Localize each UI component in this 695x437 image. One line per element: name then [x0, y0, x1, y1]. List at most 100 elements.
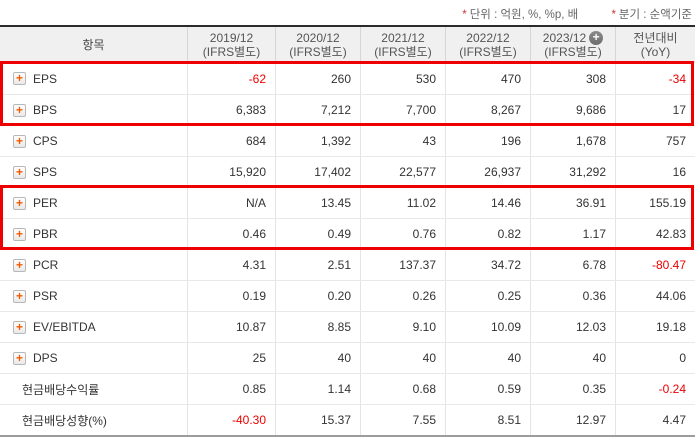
- table-row: + DPS 25 40 40 40 40 0: [0, 342, 695, 373]
- table-cell: 17: [615, 95, 695, 125]
- column-year: 전년대비: [633, 30, 678, 45]
- table-cell: 1,392: [275, 126, 360, 156]
- table-row: + PSR 0.19 0.20 0.26 0.25 0.36 44.06: [0, 280, 695, 311]
- table-cell: 0.26: [360, 281, 445, 311]
- row-label: 현금배당수익률: [22, 382, 100, 397]
- expand-plus-icon[interactable]: +: [13, 351, 26, 365]
- row-label-cell: + PSR: [0, 281, 187, 311]
- table-cell: 25: [187, 343, 275, 373]
- row-label-cell: + PBR: [0, 219, 187, 249]
- table-cell: 0.19: [187, 281, 275, 311]
- table-cell: 0.85: [187, 374, 275, 404]
- table-cell: 10.87: [187, 312, 275, 342]
- item-header-label: 항목: [82, 37, 105, 52]
- table-cell: 44.06: [615, 281, 695, 311]
- table-row: + PER N/A 13.45 11.02 14.46 36.91 155.19: [0, 187, 695, 218]
- table-cell: 43: [360, 126, 445, 156]
- row-label-cell: + BPS: [0, 95, 187, 125]
- row-label-cell: + PCR: [0, 250, 187, 280]
- table-cell: 15,920: [187, 157, 275, 187]
- table-cell: 0.35: [530, 374, 615, 404]
- row-label-cell: 현금배당수익률: [0, 374, 187, 404]
- table-cell: 34.72: [445, 250, 530, 280]
- table-row: + EV/EBITDA 10.87 8.85 9.10 10.09 12.03 19.18: [0, 311, 695, 342]
- expand-plus-icon[interactable]: +: [13, 103, 26, 117]
- table-cell: 10.09: [445, 312, 530, 342]
- column-header-2019-12: 2019/12 (IFRS별도): [187, 27, 275, 62]
- row-label-cell: + EV/EBITDA: [0, 312, 187, 342]
- table-cell: 0.59: [445, 374, 530, 404]
- column-header-2021-12: 2021/12 (IFRS별도): [360, 27, 445, 62]
- table-cell: -80.47: [615, 250, 695, 280]
- table-cell: -62: [187, 63, 275, 94]
- table-cell: 6.78: [530, 250, 615, 280]
- table-cell: 16: [615, 157, 695, 187]
- asterisk-marker: *: [611, 9, 616, 21]
- table-cell: 7,700: [360, 95, 445, 125]
- table-cell: 530: [360, 63, 445, 94]
- table-cell: 12.97: [530, 405, 615, 435]
- period-note: * 분기 : 순액기준: [611, 9, 692, 21]
- table-cell: 260: [275, 63, 360, 94]
- column-header-item: 항목: [0, 27, 187, 62]
- column-header-2020-12: 2020/12 (IFRS별도): [275, 27, 360, 62]
- table-cell: 11.02: [360, 188, 445, 218]
- column-year: 2022/12: [466, 30, 510, 45]
- table-cell: 4.31: [187, 250, 275, 280]
- period-note-text: 분기 : 순액기준: [618, 9, 692, 21]
- table-cell: 1.14: [275, 374, 360, 404]
- add-column-plus-icon[interactable]: +: [589, 30, 604, 45]
- unit-note: * 단위 : 억원, %, %p, 배: [462, 9, 578, 21]
- column-standard: (IFRS별도): [459, 44, 517, 59]
- table-row: + PCR 4.31 2.51 137.37 34.72 6.78 -80.47: [0, 249, 695, 280]
- table-cell: 40: [360, 343, 445, 373]
- table-cell: 8,267: [445, 95, 530, 125]
- table-cell: 0: [615, 343, 695, 373]
- table-cell: 0.76: [360, 219, 445, 249]
- row-label-cell: 현금배당성향(%): [0, 405, 187, 435]
- column-standard: (IFRS별도): [289, 44, 347, 59]
- row-label: PER: [33, 196, 58, 210]
- row-label: DPS: [33, 351, 58, 365]
- table-cell: 137.37: [360, 250, 445, 280]
- table-cell: 1,678: [530, 126, 615, 156]
- table-cell: 13.45: [275, 188, 360, 218]
- table-cell: 42.83: [615, 219, 695, 249]
- expand-plus-icon[interactable]: +: [13, 289, 26, 303]
- column-header-2023-12: 2023/12 + (IFRS별도): [530, 27, 615, 62]
- column-standard: (IFRS별도): [202, 44, 261, 59]
- table-cell: 17,402: [275, 157, 360, 187]
- row-label: BPS: [33, 103, 58, 117]
- expand-plus-icon[interactable]: +: [13, 320, 26, 334]
- table-notes: * 단위 : 억원, %, %p, 배 * 분기 : 순액기준: [462, 6, 692, 22]
- table-cell: 0.46: [187, 219, 275, 249]
- table-cell: 470: [445, 63, 530, 94]
- table-cell: -34: [615, 63, 695, 94]
- expand-plus-icon[interactable]: +: [13, 134, 26, 148]
- row-label: EPS: [33, 71, 58, 86]
- table-cell: -40.30: [187, 405, 275, 435]
- expand-plus-icon[interactable]: +: [13, 72, 26, 85]
- expand-plus-icon[interactable]: +: [13, 196, 26, 210]
- table-cell: 31,292: [530, 157, 615, 187]
- row-label: CPS: [33, 134, 58, 148]
- column-header-2022-12: 2022/12 (IFRS별도): [445, 27, 530, 62]
- table-cell: 40: [445, 343, 530, 373]
- column-year: 2019/12: [209, 30, 254, 45]
- table-header-row: 항목 2019/12 (IFRS별도) 2020/12 (IFRS별도) 202…: [0, 27, 695, 63]
- table-cell: 0.25: [445, 281, 530, 311]
- expand-plus-icon[interactable]: +: [13, 165, 26, 179]
- table-cell: 196: [445, 126, 530, 156]
- table-cell: 26,937: [445, 157, 530, 187]
- table-cell: 1.17: [530, 219, 615, 249]
- table-cell: 6,383: [187, 95, 275, 125]
- expand-plus-icon[interactable]: +: [13, 258, 26, 272]
- expand-plus-icon[interactable]: +: [13, 227, 26, 241]
- table-cell: 2.51: [275, 250, 360, 280]
- table-body: + EPS -62 260 530 470 308 -34 + BPS 6,383 7,212 7,70…: [0, 61, 695, 435]
- table-row: 현금배당성향(%) -40.30 15.37 7.55 8.51 12.97 4.47: [0, 404, 695, 435]
- table-cell: 19.18: [615, 312, 695, 342]
- table-cell: 4.47: [615, 405, 695, 435]
- table-cell: N/A: [187, 188, 275, 218]
